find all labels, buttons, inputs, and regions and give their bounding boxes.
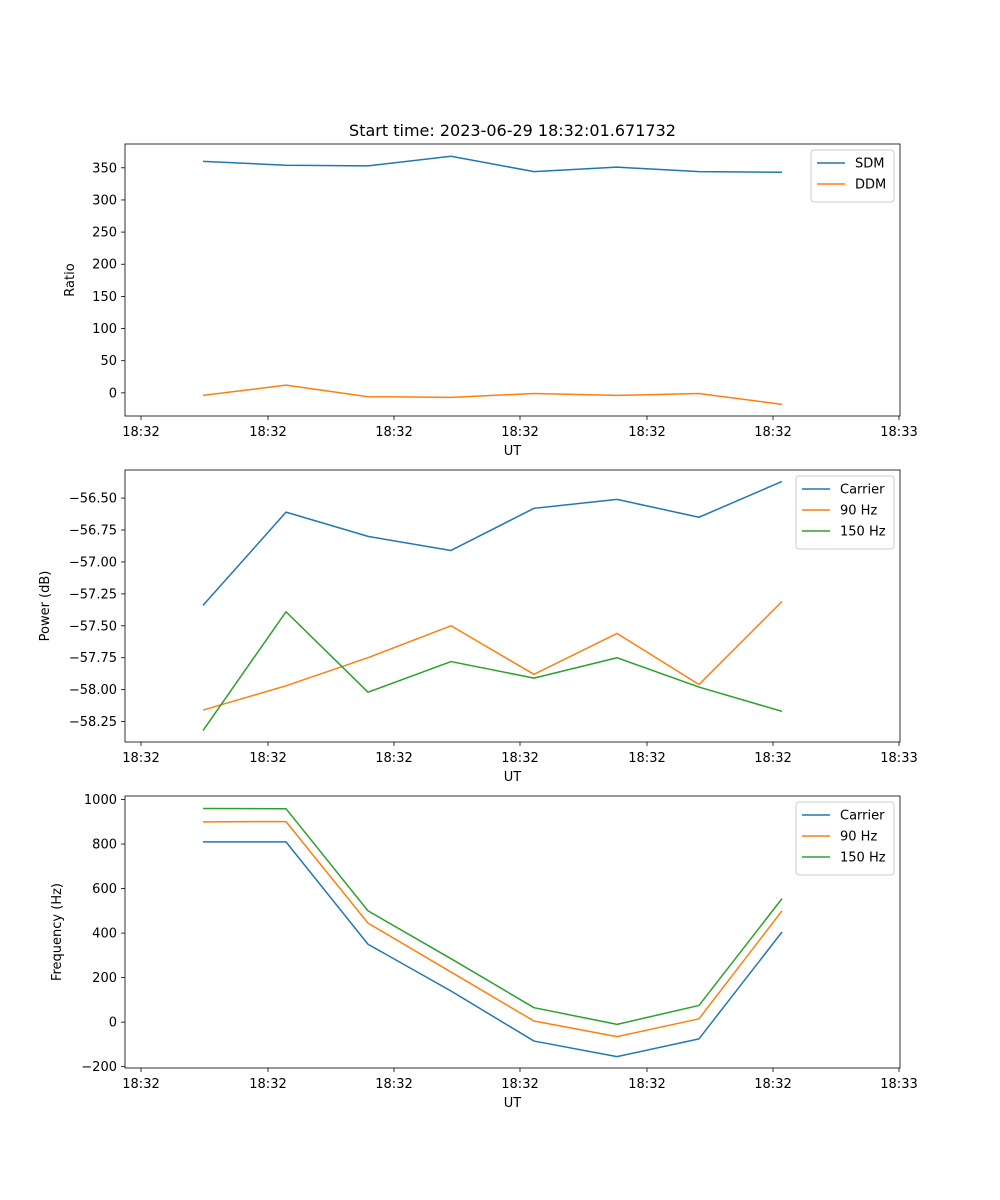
legend: Carrier 90 Hz 150 Hz — [795, 475, 895, 550]
y-tick-label: 1000 — [84, 793, 117, 808]
y-tick-label: −56.50 — [69, 492, 117, 507]
series-line-90-hz — [202, 600, 783, 711]
x-tick-label: 18:32 — [501, 425, 538, 440]
y-tick-label: 800 — [92, 838, 117, 853]
charts-container: 18:32 18:32 18:32 18:32 18:32 18:32 18:33 0 50 10… — [38, 143, 918, 1111]
y-tick-label: −56.75 — [69, 524, 117, 539]
legend-label: DDM — [855, 178, 886, 193]
y-tick-label: −57.00 — [69, 555, 117, 570]
x-tick-label: 18:33 — [880, 1077, 917, 1092]
x-tick-label: 18:32 — [122, 751, 159, 766]
axes-frame — [124, 143, 901, 417]
x-tick-label: 18:32 — [501, 751, 538, 766]
x-tick-label: 18:32 — [628, 425, 665, 440]
x-tick-label: 18:32 — [628, 1077, 665, 1092]
y-tick-label: 0 — [109, 386, 117, 401]
y-tick-label: 50 — [100, 354, 117, 369]
x-axis-label: UT — [504, 1096, 522, 1111]
y-tick-label: −57.25 — [69, 587, 117, 602]
series-line-carrier — [203, 841, 783, 1058]
y-tick-label: −57.75 — [69, 651, 117, 666]
y-tick-label: 400 — [92, 927, 117, 942]
chart-3: 18:32 18:32 18:32 18:32 18:32 18:32 18:33 −200 0… — [50, 793, 918, 1111]
axes-frame — [124, 469, 901, 743]
x-tick-label: 18:32 — [375, 1077, 412, 1092]
legend-label: 90 Hz — [840, 830, 877, 845]
x-axis-label: UT — [504, 444, 522, 459]
x-axis-label: UT — [504, 770, 522, 785]
axes-frame — [124, 795, 901, 1069]
series-line-150-hz — [202, 807, 783, 1026]
series-line-ddm — [202, 384, 783, 406]
x-tick-label: 18:32 — [628, 751, 665, 766]
y-tick-label: 250 — [92, 226, 117, 241]
y-tick-label: 150 — [92, 290, 117, 305]
x-tick-label: 18:32 — [122, 1077, 159, 1092]
legend-label: Carrier — [840, 809, 885, 824]
y-tick-label: 0 — [109, 1016, 117, 1031]
y-tick-label: −200 — [81, 1060, 117, 1075]
y-tick-label: 350 — [92, 161, 117, 176]
y-axis-label: Frequency (Hz) — [50, 883, 65, 981]
legend-label: 150 Hz — [840, 525, 886, 540]
figure-title: Start time: 2023-06-29 18:32:01.671732 — [349, 121, 676, 140]
x-tick-label: 18:32 — [249, 1077, 286, 1092]
x-tick-label: 18:33 — [880, 751, 917, 766]
x-tick-label: 18:32 — [375, 751, 412, 766]
y-tick-label: −57.50 — [69, 619, 117, 634]
series-line-90-hz — [202, 820, 783, 1038]
x-tick-label: 18:32 — [754, 425, 791, 440]
legend-label: 90 Hz — [840, 504, 877, 519]
x-tick-label: 18:32 — [501, 1077, 538, 1092]
chart-1: 18:32 18:32 18:32 18:32 18:32 18:32 18:33 0 50 10… — [63, 143, 918, 459]
series-line-sdm — [202, 155, 783, 174]
legend: SDM DDM — [810, 149, 895, 203]
x-tick-label: 18:32 — [754, 1077, 791, 1092]
y-axis-label: Ratio — [63, 263, 78, 296]
legend-label: 150 Hz — [840, 851, 886, 866]
x-tick-label: 18:32 — [375, 425, 412, 440]
chart-2: 18:32 18:32 18:32 18:32 18:32 18:32 18:33 −58.2… — [38, 469, 918, 785]
y-tick-label: 100 — [92, 322, 117, 337]
y-tick-label: −58.25 — [69, 715, 117, 730]
x-tick-label: 18:32 — [122, 425, 159, 440]
legend: Carrier 90 Hz 150 Hz — [795, 801, 895, 876]
x-tick-label: 18:32 — [249, 751, 286, 766]
legend-label: Carrier — [840, 483, 885, 498]
y-tick-label: 300 — [92, 193, 117, 208]
y-tick-label: 200 — [92, 258, 117, 273]
y-axis-label: Power (dB) — [38, 571, 53, 642]
y-tick-label: 600 — [92, 882, 117, 897]
x-tick-label: 18:33 — [880, 425, 917, 440]
x-tick-label: 18:32 — [249, 425, 286, 440]
series-line-150-hz — [202, 611, 783, 731]
y-tick-label: −58.00 — [69, 683, 117, 698]
y-tick-label: 200 — [92, 971, 117, 986]
x-tick-label: 18:32 — [754, 751, 791, 766]
series-line-carrier — [202, 480, 783, 606]
legend-label: SDM — [855, 157, 884, 172]
